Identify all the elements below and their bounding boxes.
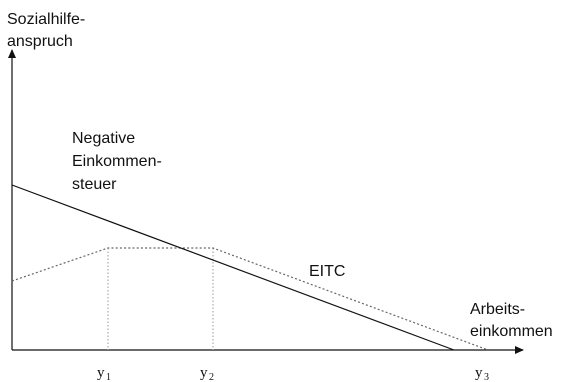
eitc-line [11, 247, 489, 351]
negative-income-tax-label: Negative Einkommen- steuer [72, 130, 166, 193]
x-tick-label-y3-base: y [475, 365, 483, 381]
y-axis-label: Sozialhilfe- anspruch [7, 11, 90, 50]
x-tick-label-y2: y 2 [200, 365, 214, 382]
x-tick-label-y1-sub: 1 [106, 372, 111, 382]
y-axis-label-line-1: Sozialhilfe- [7, 11, 85, 28]
negative-income-tax-line [11, 184, 455, 351]
x-tick-label-y2-sub: 2 [209, 372, 214, 382]
negative-income-tax-label-line-1: Negative [72, 130, 135, 147]
x-tick-label-y1: y 1 [97, 365, 111, 382]
x-axis-label-line-1: Arbeits- [470, 301, 525, 318]
x-tick-label-y1-base: y [97, 365, 105, 381]
x-tick-label-y3-sub: 3 [484, 372, 489, 382]
eitc-label: EITC [309, 263, 345, 280]
y-axis-label-line-2: anspruch [7, 33, 73, 50]
negative-income-tax-label-line-2: Einkommen- [72, 153, 162, 170]
x-tick-label-y2-base: y [200, 365, 208, 381]
negative-income-tax-label-line-3: steuer [72, 176, 117, 193]
x-axis-label-line-2: einkommen [470, 323, 553, 340]
x-tick-label-y3: y 3 [475, 365, 489, 382]
x-axis-label: Arbeits- einkommen [470, 301, 553, 340]
